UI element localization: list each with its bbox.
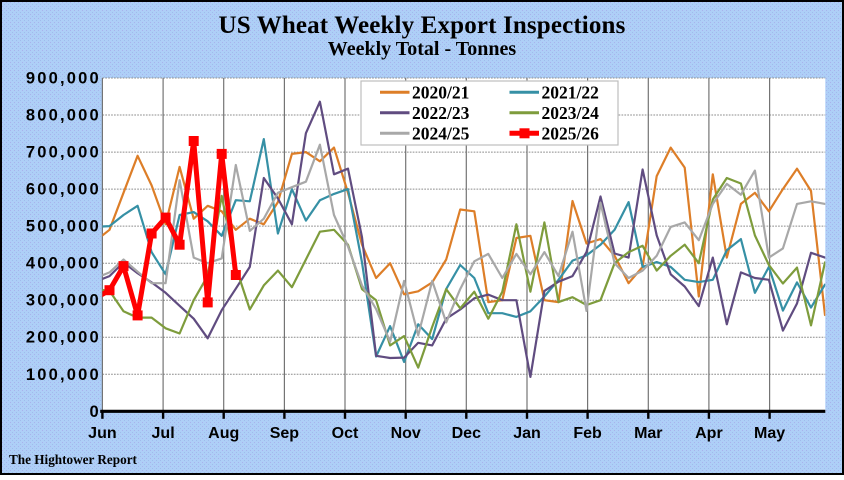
svg-text:700,000: 700,000 bbox=[26, 144, 101, 162]
svg-text:Mar: Mar bbox=[634, 425, 662, 442]
svg-text:2021/22: 2021/22 bbox=[542, 82, 599, 102]
svg-text:Sep: Sep bbox=[270, 425, 300, 442]
svg-text:2024/25: 2024/25 bbox=[412, 123, 470, 143]
svg-text:2020/21: 2020/21 bbox=[412, 82, 469, 102]
svg-text:Jul: Jul bbox=[152, 425, 175, 442]
svg-text:600,000: 600,000 bbox=[26, 181, 101, 199]
svg-text:Nov: Nov bbox=[391, 425, 421, 442]
svg-text:400,000: 400,000 bbox=[26, 255, 101, 273]
svg-text:Oct: Oct bbox=[332, 425, 359, 442]
svg-text:300,000: 300,000 bbox=[26, 292, 101, 310]
svg-text:Feb: Feb bbox=[573, 425, 602, 442]
svg-text:Weekly Total - Tonnes: Weekly Total - Tonnes bbox=[328, 38, 517, 60]
svg-text:2023/24: 2023/24 bbox=[542, 103, 600, 123]
svg-text:Aug: Aug bbox=[208, 425, 239, 442]
svg-text:200,000: 200,000 bbox=[26, 329, 101, 347]
svg-text:800,000: 800,000 bbox=[26, 107, 101, 125]
svg-text:Jun: Jun bbox=[88, 425, 116, 442]
svg-text:100,000: 100,000 bbox=[26, 366, 101, 384]
svg-text:Apr: Apr bbox=[695, 425, 723, 442]
svg-text:2022/23: 2022/23 bbox=[412, 103, 470, 123]
svg-text:500,000: 500,000 bbox=[26, 218, 101, 236]
svg-text:2025/26: 2025/26 bbox=[542, 123, 600, 143]
svg-text:The Hightower Report: The Hightower Report bbox=[9, 452, 138, 467]
svg-text:May: May bbox=[754, 425, 785, 442]
svg-text:Dec: Dec bbox=[452, 425, 481, 442]
svg-text:Jan: Jan bbox=[513, 425, 541, 442]
svg-text:0: 0 bbox=[90, 403, 101, 421]
svg-text:900,000: 900,000 bbox=[26, 70, 101, 88]
svg-text:US Wheat Weekly Export Inspect: US Wheat Weekly Export Inspections bbox=[218, 12, 625, 39]
